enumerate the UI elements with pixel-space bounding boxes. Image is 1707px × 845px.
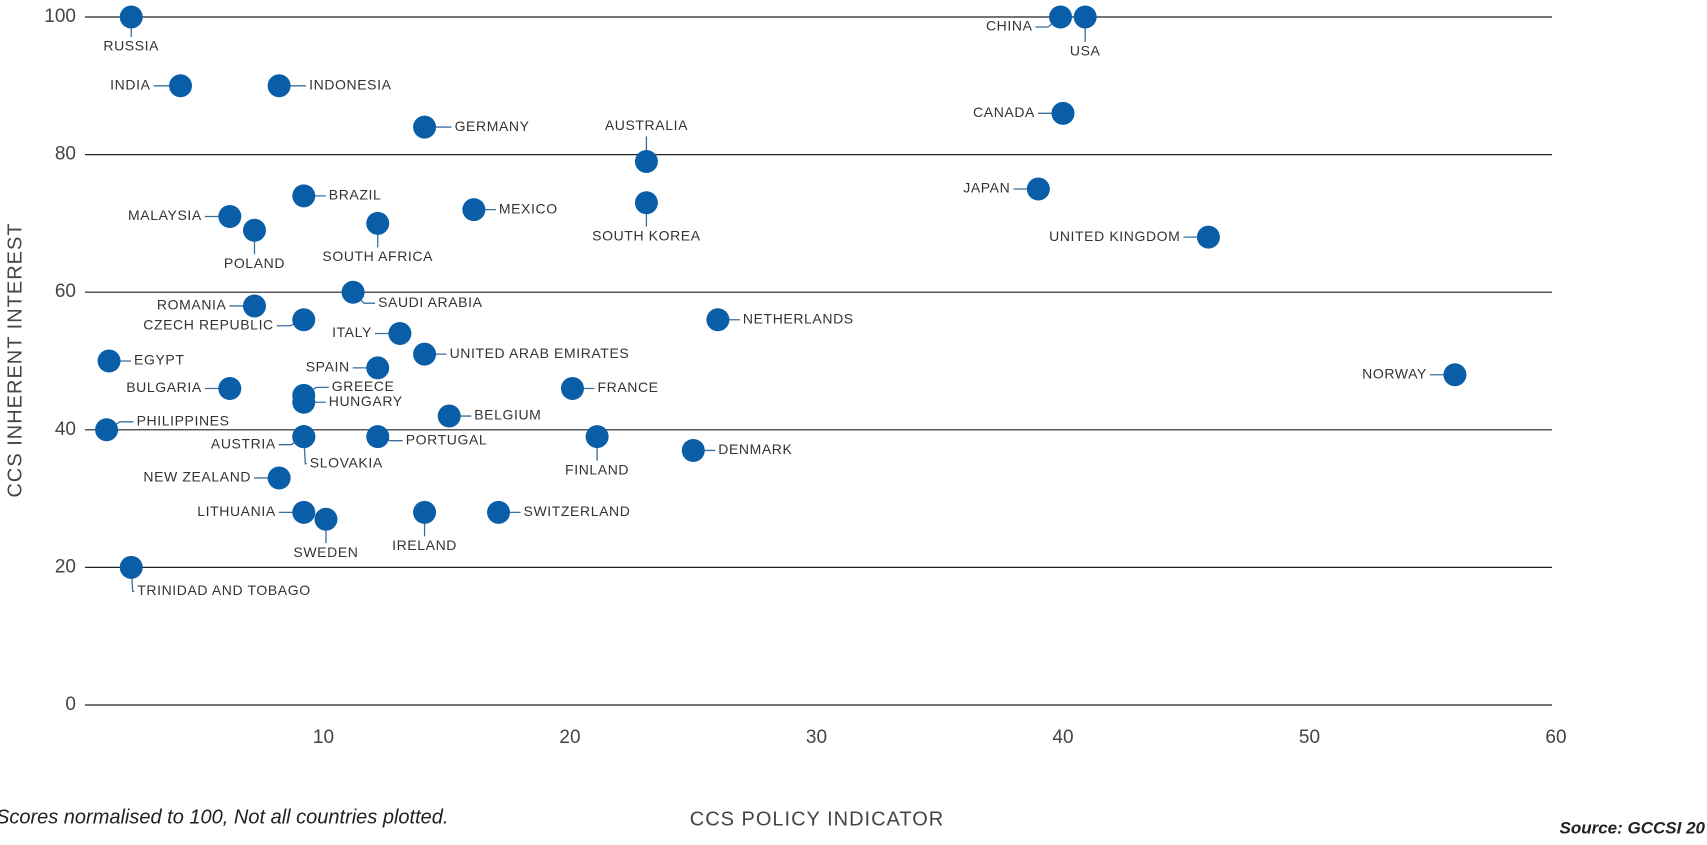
point-label: SWEDEN — [293, 544, 358, 560]
point-label: EGYPT — [134, 352, 184, 368]
point-label: SOUTH AFRICA — [322, 248, 433, 264]
point — [242, 294, 266, 318]
point-label: USA — [1070, 43, 1101, 59]
point — [1443, 363, 1467, 387]
point-label: CZECH REPUBLIC — [143, 316, 274, 332]
point — [462, 198, 486, 222]
point-label: PHILIPPINES — [137, 413, 230, 429]
point — [218, 377, 242, 401]
point-label: PORTUGAL — [406, 431, 488, 447]
point-label: SAUDI ARABIA — [378, 294, 483, 310]
point — [292, 184, 316, 208]
point-label: NETHERLANDS — [743, 310, 854, 326]
point — [1026, 177, 1050, 201]
point-label: DENMARK — [718, 441, 792, 457]
note: Scores normalised to 100, Not all countr… — [0, 806, 448, 828]
point-label: JAPAN — [963, 180, 1010, 196]
point-label: BULGARIA — [126, 379, 202, 395]
point — [292, 500, 316, 524]
x-tick-label: 50 — [1299, 727, 1320, 748]
point-label: SLOVAKIA — [310, 454, 383, 470]
point-label: INDONESIA — [309, 77, 391, 93]
point — [119, 5, 143, 29]
point — [366, 211, 390, 235]
point-label: MALAYSIA — [128, 207, 202, 223]
point — [706, 308, 730, 332]
point — [292, 390, 316, 414]
point — [413, 342, 437, 366]
point-label: MEXICO — [499, 200, 558, 216]
point-label: IRELAND — [392, 537, 457, 553]
point — [292, 308, 316, 332]
y-tick-label: 20 — [55, 556, 76, 577]
point — [314, 507, 338, 531]
point-label: ROMANIA — [157, 297, 227, 313]
point — [218, 205, 242, 229]
y-axis-label: CCS INHERENT INTEREST — [4, 222, 26, 497]
point-label: AUSTRIA — [211, 435, 276, 451]
y-tick-label: 60 — [55, 281, 76, 302]
point-label: NEW ZEALAND — [143, 469, 251, 485]
point — [413, 115, 437, 139]
point-label: CHINA — [986, 18, 1033, 34]
point-label: UNITED KINGDOM — [1049, 228, 1180, 244]
point — [242, 218, 266, 242]
point-label: RUSSIA — [103, 38, 159, 54]
point-label: ITALY — [332, 324, 372, 340]
point — [95, 418, 119, 442]
point-label: LITHUANIA — [197, 503, 276, 519]
point — [267, 466, 291, 490]
point — [119, 555, 143, 579]
point-label: CANADA — [973, 104, 1035, 120]
point-label: UNITED ARAB EMIRATES — [450, 345, 630, 361]
point-label: BELGIUM — [474, 407, 541, 423]
point — [634, 191, 658, 215]
point-label: AUSTRALIA — [605, 117, 688, 133]
point — [681, 438, 705, 462]
y-tick-label: 80 — [55, 144, 76, 165]
point-label: GERMANY — [455, 118, 530, 134]
point — [366, 356, 390, 380]
source: Source: GCCSI 20 — [1560, 818, 1706, 837]
point — [1073, 5, 1097, 29]
point — [341, 280, 365, 304]
point — [366, 425, 390, 449]
point-label: GREECE — [332, 378, 395, 394]
y-tick-label: 0 — [65, 694, 76, 715]
point — [585, 425, 609, 449]
point — [292, 425, 316, 449]
x-tick-label: 20 — [559, 727, 580, 748]
point-label: HUNGARY — [329, 393, 403, 409]
x-tick-label: 40 — [1052, 727, 1073, 748]
x-axis-label: CCS POLICY INDICATOR — [690, 808, 945, 830]
point-label: FINLAND — [565, 461, 629, 477]
x-tick-label: 30 — [806, 727, 827, 748]
point-label: NORWAY — [1362, 365, 1427, 381]
y-tick-label: 40 — [55, 419, 76, 440]
point — [388, 321, 412, 345]
point — [560, 377, 584, 401]
x-tick-label: 10 — [313, 727, 334, 748]
point — [97, 349, 121, 373]
point — [487, 500, 511, 524]
point — [1051, 101, 1075, 125]
point — [169, 74, 193, 98]
point-label: SWITZERLAND — [524, 503, 631, 519]
point — [1049, 5, 1073, 29]
point-label: BRAZIL — [329, 187, 382, 203]
y-tick-label: 100 — [44, 6, 76, 27]
point-label: INDIA — [110, 77, 150, 93]
point — [437, 404, 461, 428]
point-label: SOUTH KOREA — [592, 227, 701, 243]
point-label: POLAND — [224, 255, 285, 271]
point-label: FRANCE — [597, 379, 658, 395]
point — [634, 149, 658, 173]
point — [267, 74, 291, 98]
point — [1196, 225, 1220, 249]
point-label: SPAIN — [306, 359, 350, 375]
point-label: TRINIDAD AND TOBAGO — [137, 582, 310, 598]
point — [413, 500, 437, 524]
x-tick-label: 60 — [1545, 727, 1566, 748]
